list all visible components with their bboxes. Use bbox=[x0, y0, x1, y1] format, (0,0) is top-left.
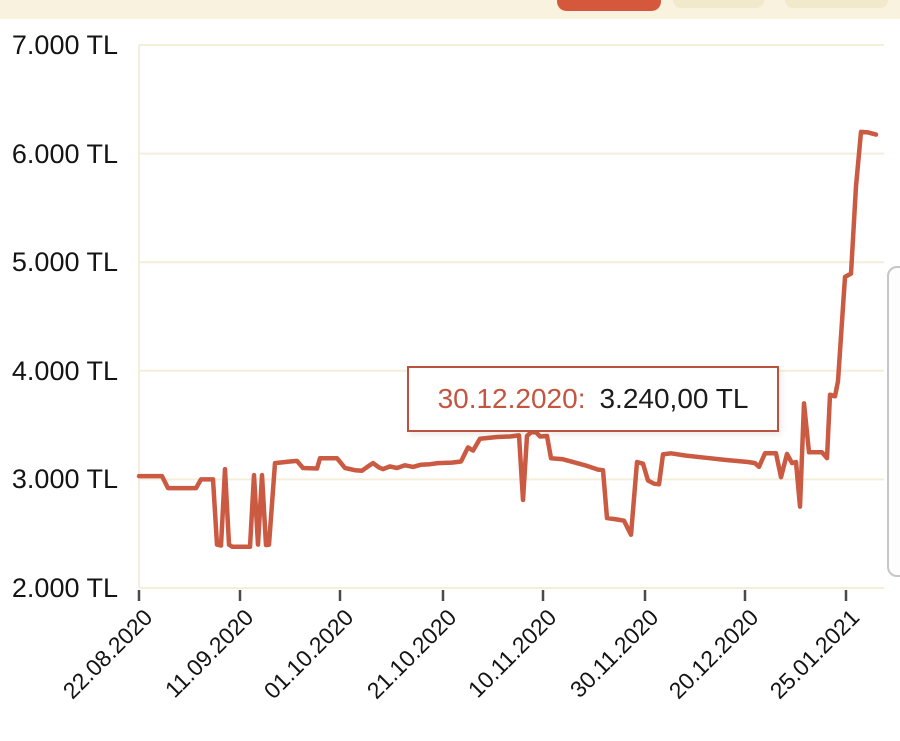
app-screen: 7.000 TL 6.000 TL 5.000 TL 4.000 TL 3.000 TL… bbox=[0, 0, 900, 704]
active-tab-button[interactable] bbox=[557, 0, 661, 11]
tooltip-date: 30.12.2020: bbox=[437, 383, 586, 414]
y-axis-label: 3.000 TL bbox=[11, 464, 118, 495]
tab-button-2[interactable] bbox=[673, 0, 764, 8]
tab-button-3[interactable] bbox=[785, 0, 888, 8]
y-axis-label: 4.000 TL bbox=[11, 355, 118, 386]
y-axis-label: 2.000 TL bbox=[11, 573, 118, 603]
y-axis-label: 5.000 TL bbox=[11, 247, 118, 278]
scrollbar-thumb[interactable] bbox=[887, 266, 900, 577]
toolbar bbox=[0, 0, 900, 19]
y-axis-label: 7.000 TL bbox=[11, 30, 118, 60]
tooltip-value: 3.240,00 TL bbox=[599, 383, 749, 414]
y-axis-label: 6.000 TL bbox=[11, 138, 118, 169]
chart-tooltip: 30.12.2020: 3.240,00 TL bbox=[407, 366, 779, 432]
